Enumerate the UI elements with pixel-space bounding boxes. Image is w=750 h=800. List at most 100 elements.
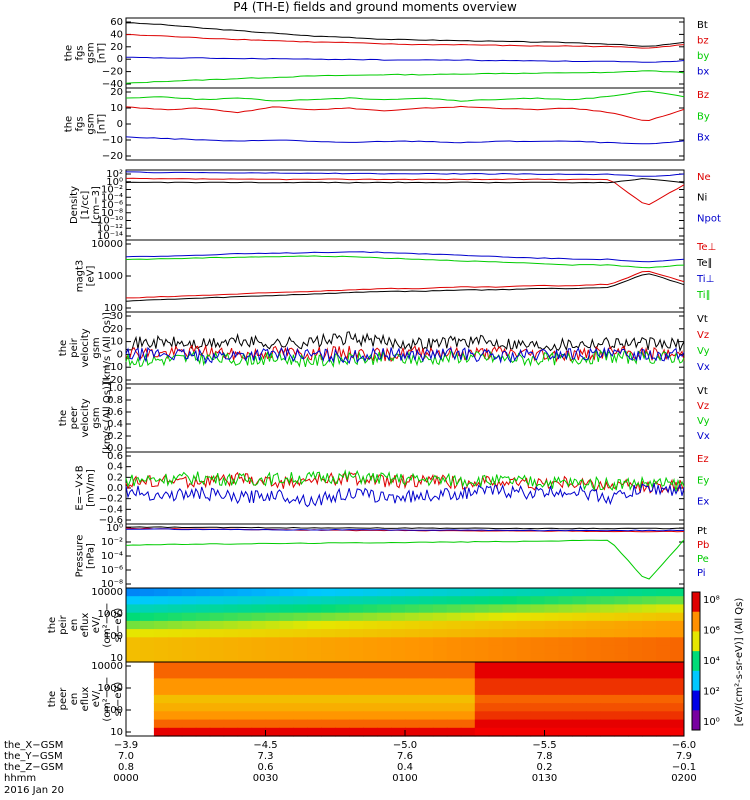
heatmap-cell	[572, 694, 587, 704]
xtick-hhmm: 0030	[253, 773, 278, 784]
heatmap-cell	[446, 629, 462, 638]
heatmap-cell	[251, 678, 267, 688]
heatmap-cell	[265, 727, 280, 737]
heatmap-cell	[586, 670, 601, 679]
series-line-Ni	[125, 178, 685, 184]
heatmap-cell	[586, 678, 601, 688]
heatmap-cell	[446, 645, 462, 655]
heatmap-cell	[405, 637, 420, 647]
heatmap-cell	[460, 596, 476, 605]
heatmap-cell	[307, 653, 322, 663]
heatmap-cell	[544, 637, 559, 647]
ylabel-line: Pressure	[75, 535, 86, 578]
series-line-Pi	[125, 528, 685, 532]
heatmap-cell	[586, 604, 601, 614]
heatmap-cell	[279, 678, 294, 688]
heatmap-cell	[558, 596, 573, 605]
heatmap-cell	[223, 653, 239, 663]
heatmap-cell	[237, 604, 253, 614]
heatmap-cell	[405, 588, 420, 597]
heatmap-cell	[321, 612, 336, 622]
heatmap-cell	[642, 612, 657, 622]
heatmap-cell	[321, 620, 336, 630]
heatmap-cell	[572, 604, 587, 614]
heatmap-cell	[530, 727, 545, 737]
heatmap-cell	[656, 645, 671, 655]
heatmap-cell	[307, 694, 322, 704]
heatmap-cell	[293, 604, 308, 614]
heatmap-cell	[600, 719, 615, 729]
heatmap-cell	[195, 629, 211, 638]
heatmap-cell	[586, 588, 601, 597]
xtick-x: 7.9	[676, 751, 692, 762]
ytick-label: 0.4	[107, 419, 123, 430]
heatmap-cell	[628, 612, 643, 622]
xtick-hhmm: 0100	[392, 773, 417, 784]
heatmap-cell	[363, 670, 378, 679]
heatmap-cell	[488, 637, 504, 647]
heatmap-cell	[558, 703, 573, 712]
heatmap-cell	[139, 604, 155, 614]
ylabel-line: [1/cc]	[80, 191, 91, 220]
legend-label: Ti⊥	[696, 274, 714, 285]
heatmap-cell	[237, 629, 253, 638]
colorbar-segment	[692, 611, 700, 632]
heatmap-cell	[516, 588, 532, 597]
ytick-label: 0	[117, 119, 123, 130]
heatmap-cell	[544, 686, 559, 696]
heatmap-cell	[502, 727, 518, 737]
heatmap-cell	[139, 588, 155, 597]
page-title: P4 (TH-E) fields and ground moments over…	[233, 0, 517, 14]
heatmap-cell	[586, 662, 601, 671]
heatmap-cell	[516, 604, 532, 614]
xtick-x: 7.3	[258, 751, 274, 762]
heatmap-cell	[558, 653, 573, 663]
heatmap-cell	[614, 694, 629, 704]
ylabel-line: gsm	[86, 113, 97, 134]
heatmap-cell	[502, 670, 518, 679]
heatmap-cell	[335, 662, 350, 671]
heatmap-cell	[237, 694, 253, 704]
heatmap-cell	[488, 670, 504, 679]
heatmap-cell	[377, 670, 392, 679]
heatmap-cell	[460, 703, 476, 712]
heatmap-cell	[544, 596, 559, 605]
heatmap-cell	[586, 727, 601, 737]
heatmap-cell	[544, 620, 559, 630]
heatmap-cell	[391, 686, 406, 696]
heatmap-cell	[237, 711, 253, 721]
heatmap-cell	[251, 727, 267, 737]
heatmap-cell	[558, 645, 573, 655]
ytick-label: 10⁻⁴	[101, 551, 123, 562]
heatmap-cell	[488, 620, 504, 630]
heatmap-cell	[265, 719, 280, 729]
heatmap-cell	[223, 596, 239, 605]
ytick-label: 100	[104, 631, 123, 642]
heatmap-cell	[321, 686, 336, 696]
heatmap-cell	[642, 703, 657, 712]
heatmap-cell	[446, 604, 462, 614]
heatmap-cell	[335, 596, 350, 605]
colorbar-tick: 10²	[703, 687, 720, 698]
heatmap-cell	[167, 637, 183, 647]
heatmap-cell	[502, 596, 518, 605]
ytick-label: −10	[102, 362, 123, 373]
ylabel-line: [km/s (All Qs)]	[102, 382, 113, 454]
heatmap-cell	[335, 727, 350, 737]
heatmap-cell	[418, 620, 434, 630]
heatmap-cell	[251, 653, 267, 663]
heatmap-cell	[209, 588, 225, 597]
heatmap-cell	[572, 596, 587, 605]
heatmap-cell	[446, 596, 462, 605]
heatmap-cell	[572, 719, 587, 729]
ytick-label: −20	[102, 375, 123, 386]
heatmap-cell	[432, 678, 448, 688]
heatmap-cell	[474, 694, 490, 704]
heatmap-cell	[530, 604, 545, 614]
heatmap-cell	[153, 637, 169, 647]
heatmap-cell	[446, 694, 462, 704]
heatmap-cell	[265, 645, 280, 655]
heatmap-cell	[391, 694, 406, 704]
heatmap-cell	[670, 703, 685, 712]
